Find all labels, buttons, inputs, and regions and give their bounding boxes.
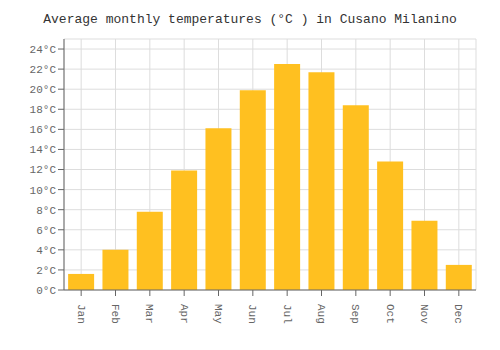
svg-text:24°C: 24°C — [30, 44, 57, 56]
svg-text:22°C: 22°C — [30, 64, 57, 76]
svg-text:6°C: 6°C — [36, 225, 56, 237]
svg-text:18°C: 18°C — [30, 104, 57, 116]
svg-text:Feb: Feb — [109, 304, 121, 324]
svg-text:Jan: Jan — [75, 304, 87, 324]
svg-text:10°C: 10°C — [30, 185, 57, 197]
svg-text:Mar: Mar — [143, 304, 155, 324]
svg-text:0°C: 0°C — [36, 285, 56, 297]
svg-text:Jun: Jun — [246, 304, 258, 324]
svg-text:2°C: 2°C — [36, 265, 56, 277]
svg-text:16°C: 16°C — [30, 124, 57, 136]
svg-text:Aug: Aug — [315, 304, 327, 324]
svg-text:May: May — [212, 304, 224, 324]
svg-text:12°C: 12°C — [30, 164, 57, 176]
svg-text:14°C: 14°C — [30, 144, 57, 156]
svg-text:Oct: Oct — [384, 304, 396, 324]
svg-text:Apr: Apr — [178, 304, 190, 324]
svg-text:Sep: Sep — [349, 304, 361, 324]
svg-text:4°C: 4°C — [36, 245, 56, 257]
svg-text:20°C: 20°C — [30, 84, 57, 96]
svg-text:Jul: Jul — [281, 304, 293, 324]
svg-text:Nov: Nov — [418, 304, 430, 324]
html-text:Average monthly temperatures (: Average monthly temperatures (°C ) in Cu… — [43, 12, 457, 27]
svg-text:Dec: Dec — [452, 304, 464, 324]
svg-text:8°C: 8°C — [36, 205, 56, 217]
